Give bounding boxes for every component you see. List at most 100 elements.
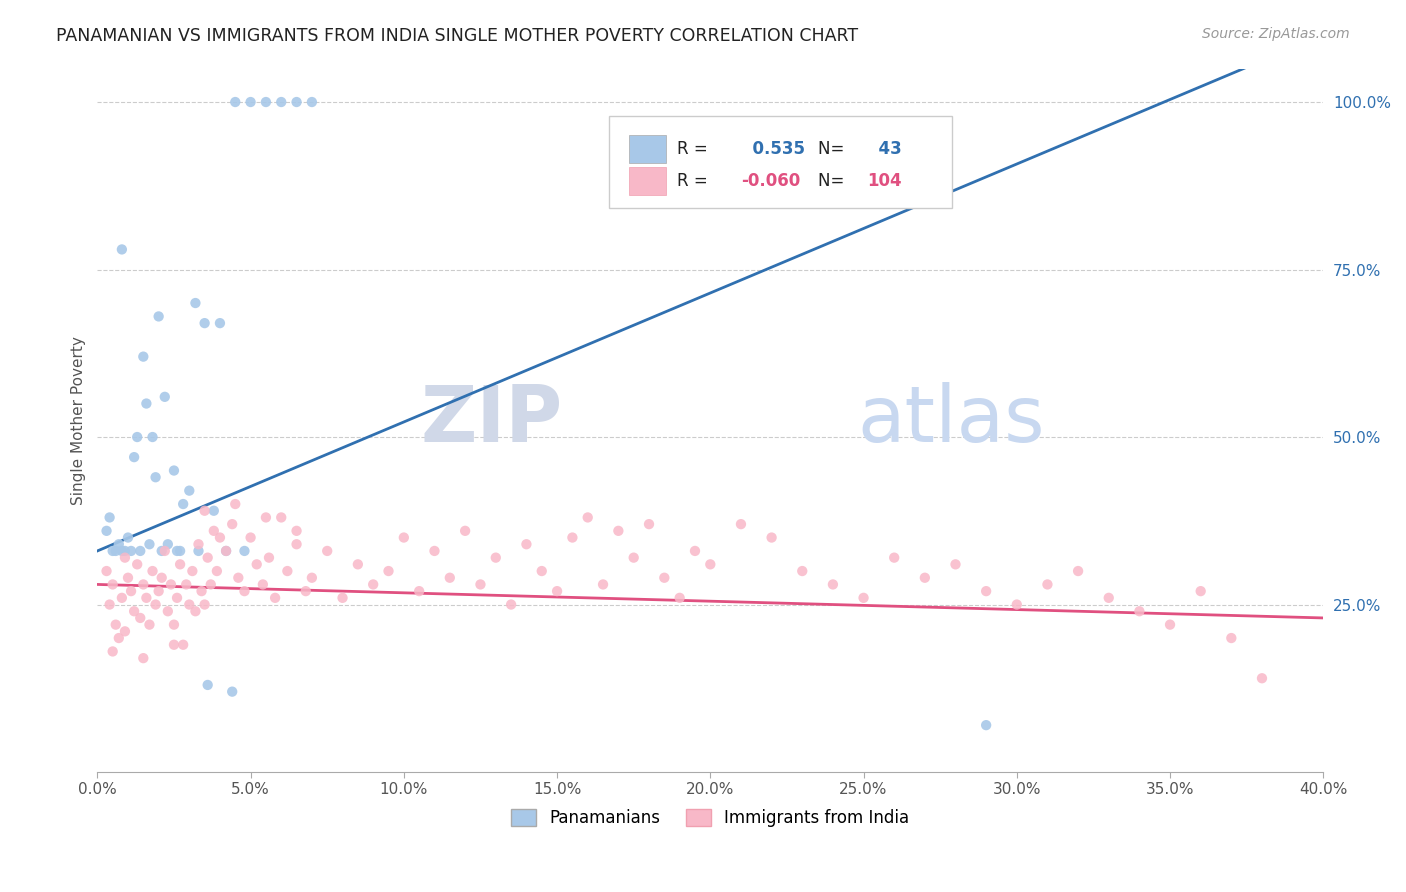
Point <box>546 584 568 599</box>
Point <box>257 550 280 565</box>
Point <box>163 638 186 652</box>
Point <box>127 558 149 572</box>
Point <box>153 544 176 558</box>
Point <box>101 544 124 558</box>
Point <box>166 544 188 558</box>
Point <box>129 544 152 558</box>
Point <box>156 604 179 618</box>
Point <box>174 577 197 591</box>
Point <box>361 577 384 591</box>
Point <box>914 571 936 585</box>
Point <box>111 544 134 558</box>
Point <box>515 537 537 551</box>
Point <box>821 577 844 591</box>
Text: R =: R = <box>678 172 713 190</box>
FancyBboxPatch shape <box>609 116 952 208</box>
FancyBboxPatch shape <box>630 136 666 163</box>
Point <box>148 310 170 324</box>
Point <box>208 531 231 545</box>
Point <box>246 558 269 572</box>
Point <box>224 95 246 109</box>
Point <box>129 611 152 625</box>
Point <box>1067 564 1090 578</box>
Point <box>145 470 167 484</box>
Point <box>169 558 191 572</box>
Point <box>332 591 354 605</box>
Point <box>347 558 370 572</box>
Point <box>530 564 553 578</box>
Point <box>377 564 399 578</box>
Point <box>114 624 136 639</box>
Point <box>114 544 136 558</box>
Point <box>104 544 127 558</box>
Point <box>107 537 129 551</box>
Text: 43: 43 <box>868 140 903 159</box>
Point <box>187 537 209 551</box>
Point <box>190 584 212 599</box>
Point <box>179 598 201 612</box>
Point <box>138 537 160 551</box>
FancyBboxPatch shape <box>630 167 666 195</box>
Point <box>285 524 308 538</box>
Point <box>194 598 217 612</box>
Point <box>1128 604 1150 618</box>
Text: ZIP: ZIP <box>420 383 564 458</box>
Point <box>215 544 238 558</box>
Point <box>233 544 256 558</box>
Point <box>270 95 292 109</box>
Point <box>221 684 243 698</box>
Point <box>197 678 219 692</box>
Point <box>141 430 163 444</box>
Point <box>1220 631 1243 645</box>
Point <box>150 544 173 558</box>
Point <box>239 95 262 109</box>
Point <box>156 537 179 551</box>
Point <box>169 544 191 558</box>
Point <box>117 571 139 585</box>
Point <box>205 564 228 578</box>
Point <box>392 531 415 545</box>
Text: -0.060: -0.060 <box>741 172 800 190</box>
Point <box>623 550 645 565</box>
Text: 104: 104 <box>868 172 901 190</box>
Point <box>1036 577 1059 591</box>
Point <box>145 598 167 612</box>
Point <box>200 577 222 591</box>
Text: R =: R = <box>678 140 713 159</box>
Point <box>254 510 277 524</box>
Point <box>1189 584 1212 599</box>
Point <box>132 651 155 665</box>
Point <box>172 497 194 511</box>
Point <box>172 638 194 652</box>
Point <box>276 564 298 578</box>
Point <box>1005 598 1028 612</box>
Point <box>138 617 160 632</box>
Text: N=: N= <box>818 172 849 190</box>
Point <box>96 524 118 538</box>
Point <box>852 591 875 605</box>
Point <box>96 564 118 578</box>
Point <box>101 644 124 658</box>
Point <box>654 571 676 585</box>
Point <box>122 604 145 618</box>
Point <box>423 544 446 558</box>
Point <box>730 517 752 532</box>
Point <box>974 584 997 599</box>
Point <box>107 631 129 645</box>
Point <box>638 517 661 532</box>
Point <box>122 450 145 464</box>
Text: N=: N= <box>818 140 849 159</box>
Text: Source: ZipAtlas.com: Source: ZipAtlas.com <box>1202 27 1350 41</box>
Point <box>501 598 523 612</box>
Point <box>1098 591 1121 605</box>
Point <box>111 243 134 257</box>
Point <box>117 531 139 545</box>
Point <box>285 537 308 551</box>
Point <box>101 577 124 591</box>
Point <box>252 577 274 591</box>
Point <box>141 564 163 578</box>
Point <box>285 95 308 109</box>
Point <box>974 718 997 732</box>
Point <box>439 571 461 585</box>
Point <box>184 604 207 618</box>
